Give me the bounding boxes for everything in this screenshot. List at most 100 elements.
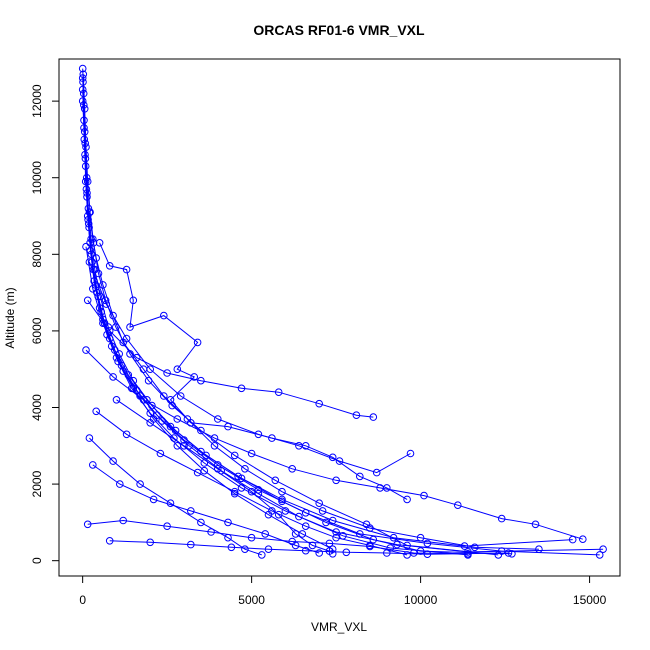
data-point	[148, 401, 156, 410]
data-point	[595, 551, 604, 559]
x-tick-label: 15000	[573, 593, 607, 607]
data-point	[383, 549, 391, 557]
plot-frame	[58, 58, 621, 577]
data-point	[89, 461, 97, 469]
data-point	[369, 535, 378, 544]
data-point	[288, 537, 297, 546]
data-point	[224, 422, 232, 431]
data-point	[423, 539, 432, 548]
data-point	[129, 376, 138, 385]
data-point	[241, 545, 249, 554]
data-point	[535, 545, 543, 554]
series-9	[92, 407, 411, 559]
data-point	[180, 442, 188, 450]
data-point	[268, 434, 276, 442]
data-point	[301, 546, 310, 555]
data-point	[420, 491, 428, 500]
x-tick-label: 5000	[238, 593, 265, 607]
data-point	[494, 551, 503, 559]
data-point	[78, 97, 87, 105]
data-point	[166, 422, 175, 431]
data-point	[315, 499, 324, 508]
data-point	[315, 399, 324, 408]
data-point	[599, 545, 607, 554]
data-point	[119, 367, 127, 375]
data-point	[80, 124, 88, 132]
data-point	[109, 457, 117, 465]
data-point	[79, 70, 88, 79]
data-point	[160, 311, 168, 320]
data-point	[356, 472, 364, 481]
data-point	[176, 392, 185, 400]
data-point	[187, 507, 195, 515]
data-point	[332, 476, 340, 485]
series-13	[105, 537, 513, 559]
data-point	[107, 342, 116, 351]
data-point	[116, 480, 124, 488]
data-point	[406, 449, 415, 458]
data-point	[163, 369, 171, 377]
data-point	[261, 530, 270, 538]
data-point	[84, 204, 93, 213]
series-6	[83, 296, 378, 421]
data-point	[325, 539, 334, 548]
data-point	[210, 442, 219, 450]
y-tick-label: 12000	[30, 84, 44, 118]
data-point	[80, 101, 88, 109]
series-line	[99, 242, 408, 500]
data-point	[82, 242, 90, 251]
data-point	[224, 518, 232, 527]
data-point	[227, 543, 236, 552]
data-point	[369, 413, 378, 421]
data-point	[122, 265, 131, 274]
data-point	[185, 442, 193, 450]
data-point	[129, 296, 138, 305]
data-point	[85, 258, 94, 266]
data-point	[403, 541, 411, 550]
data-point	[82, 346, 90, 354]
series-line	[95, 410, 408, 556]
series-line	[88, 212, 539, 550]
series-line	[92, 464, 320, 554]
data-point	[372, 468, 381, 477]
data-point	[202, 451, 210, 460]
data-point	[85, 223, 93, 232]
series-line	[82, 101, 468, 556]
data-point	[403, 495, 411, 504]
data-point	[112, 396, 121, 404]
data-point	[78, 74, 87, 82]
data-point	[190, 373, 198, 381]
series-12	[83, 516, 472, 558]
data-point	[82, 173, 91, 182]
data-point	[271, 476, 280, 485]
data-point	[78, 64, 87, 73]
data-point	[531, 520, 540, 529]
data-point	[87, 235, 95, 243]
data-point	[295, 512, 303, 521]
data-point	[81, 139, 89, 148]
series-5	[85, 258, 415, 477]
data-point	[115, 350, 123, 358]
data-point	[386, 544, 395, 552]
data-point	[328, 453, 337, 462]
series-10	[85, 434, 266, 559]
data-point	[301, 442, 310, 450]
data-point	[158, 417, 166, 425]
series-line	[82, 89, 573, 547]
data-point	[149, 495, 158, 504]
data-point	[230, 487, 239, 496]
y-axis: 0 2000 4000 6000 8000 10000 12000	[30, 84, 60, 564]
data-point	[210, 434, 219, 442]
data-point	[508, 550, 516, 558]
data-point	[200, 466, 209, 475]
data-point	[366, 524, 374, 532]
data-point	[207, 528, 215, 536]
data-point	[193, 468, 202, 477]
data-point	[163, 522, 171, 531]
data-point	[197, 426, 205, 435]
data-point	[95, 239, 104, 247]
data-point	[171, 426, 180, 435]
data-point	[470, 543, 479, 552]
data-point	[291, 530, 300, 538]
